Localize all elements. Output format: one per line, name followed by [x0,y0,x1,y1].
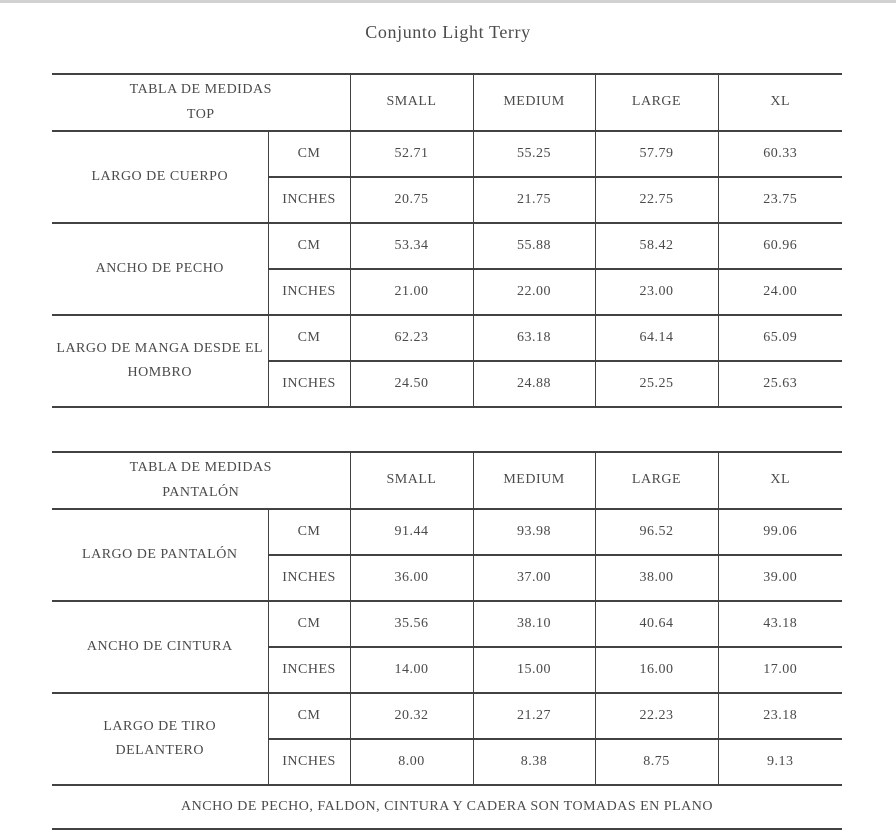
top-edge-bar [0,0,896,3]
value-cell: 22.00 [472,268,596,316]
size-col-header-small: SMALL [349,451,474,510]
value-cell: 52.71 [349,130,474,178]
value-cell: 35.56 [349,600,474,648]
value-cell: 8.75 [594,738,719,786]
table-row: LARGO DE TIRO DELANTERO CM 20.32 21.27 2… [52,692,842,786]
value-cell: 36.00 [349,554,474,602]
value-cell: 53.34 [349,222,474,270]
value-cell: 64.14 [594,314,719,362]
value-cell: 60.33 [717,130,842,178]
table-row: ANCHO DE CINTURA CM 35.56 38.10 40.64 43… [52,600,842,694]
value-cell: 40.64 [594,600,719,648]
value-cell: 23.18 [717,692,842,740]
table-row: LARGO DE CUERPO CM 52.71 55.25 57.79 60.… [52,130,842,224]
value-cell: 21.27 [472,692,596,740]
table-title-cell: TABLA DE MEDIDAS PANTALÓN [52,451,351,510]
unit-label-inches: INCHES [267,360,351,408]
table-row: INCHES 21.00 22.00 23.00 24.00 [52,268,842,316]
unit-label-inches: INCHES [267,646,351,694]
value-cell: 20.75 [349,176,474,224]
value-cell: 60.96 [717,222,842,270]
size-table-pantalon: TABLA DE MEDIDAS PANTALÓN SMALL MEDIUM L… [52,451,842,830]
value-cell: 23.00 [594,268,719,316]
table-footer-row: ANCHO DE PECHO, FALDON, CINTURA Y CADERA… [52,784,842,830]
size-col-header-medium: MEDIUM [472,73,596,132]
value-cell: 24.50 [349,360,474,408]
measure-label-largo-de-tiro: LARGO DE TIRO DELANTERO [52,692,269,786]
unit-label-inches: INCHES [267,738,351,786]
table-header-row: TABLA DE MEDIDAS PANTALÓN SMALL MEDIUM L… [52,451,842,510]
value-cell: 21.00 [349,268,474,316]
table-header-row: TABLA DE MEDIDAS TOP SMALL MEDIUM LARGE … [52,73,842,132]
table-row: INCHES 8.00 8.38 8.75 9.13 [52,738,842,786]
value-cell: 91.44 [349,508,474,556]
value-cell: 17.00 [717,646,842,694]
table-row: ANCHO DE PECHO CM 53.34 55.88 58.42 60.9… [52,222,842,316]
value-cell: 16.00 [594,646,719,694]
value-cell: 57.79 [594,130,719,178]
size-col-header-medium: MEDIUM [472,451,596,510]
value-cell: 22.23 [594,692,719,740]
size-table-top: TABLA DE MEDIDAS TOP SMALL MEDIUM LARGE … [52,73,842,408]
unit-label-cm: CM [267,222,351,270]
unit-label-cm: CM [267,508,351,556]
unit-label-inches: INCHES [267,176,351,224]
size-col-header-xl: XL [717,73,842,132]
value-cell: 24.88 [472,360,596,408]
unit-label-cm: CM [267,692,351,740]
value-cell: 99.06 [717,508,842,556]
measure-label-ancho-de-pecho: ANCHO DE PECHO [52,222,269,316]
value-cell: 38.10 [472,600,596,648]
measure-label-largo-de-manga: LARGO DE MANGA DESDE EL HOMBRO [52,314,269,408]
footer-note: ANCHO DE PECHO, FALDON, CINTURA Y CADERA… [52,784,842,830]
value-cell: 37.00 [472,554,596,602]
value-cell: 14.00 [349,646,474,694]
measure-label-largo-de-cuerpo: LARGO DE CUERPO [52,130,269,224]
measure-label-ancho-de-cintura: ANCHO DE CINTURA [52,600,269,694]
value-cell: 25.63 [717,360,842,408]
table-row: LARGO DE MANGA DESDE EL HOMBRO CM 62.23 … [52,314,842,408]
value-cell: 9.13 [717,738,842,786]
unit-label-cm: CM [267,600,351,648]
value-cell: 96.52 [594,508,719,556]
value-cell: 8.00 [349,738,474,786]
value-cell: 25.25 [594,360,719,408]
unit-label-inches: INCHES [267,268,351,316]
table-row: INCHES 24.50 24.88 25.25 25.63 [52,360,842,408]
value-cell: 93.98 [472,508,596,556]
size-col-header-small: SMALL [349,73,474,132]
value-cell: 58.42 [594,222,719,270]
value-cell: 55.25 [472,130,596,178]
table-title-cell: TABLA DE MEDIDAS TOP [52,73,351,132]
value-cell: 20.32 [349,692,474,740]
value-cell: 39.00 [717,554,842,602]
value-cell: 8.38 [472,738,596,786]
table-row: INCHES 36.00 37.00 38.00 39.00 [52,554,842,602]
value-cell: 22.75 [594,176,719,224]
unit-label-cm: CM [267,130,351,178]
value-cell: 38.00 [594,554,719,602]
value-cell: 43.18 [717,600,842,648]
value-cell: 15.00 [472,646,596,694]
unit-label-inches: INCHES [267,554,351,602]
table-row: LARGO DE PANTALÓN CM 91.44 93.98 96.52 9… [52,508,842,602]
size-col-header-xl: XL [717,451,842,510]
measure-label-largo-de-pantalon: LARGO DE PANTALÓN [52,508,269,602]
size-col-header-large: LARGE [594,73,719,132]
size-col-header-large: LARGE [594,451,719,510]
unit-label-cm: CM [267,314,351,362]
value-cell: 55.88 [472,222,596,270]
value-cell: 63.18 [472,314,596,362]
value-cell: 24.00 [717,268,842,316]
value-cell: 21.75 [472,176,596,224]
table-row: INCHES 20.75 21.75 22.75 23.75 [52,176,842,224]
table-row: INCHES 14.00 15.00 16.00 17.00 [52,646,842,694]
page-title: Conjunto Light Terry [365,22,531,42]
value-cell: 62.23 [349,314,474,362]
value-cell: 23.75 [717,176,842,224]
value-cell: 65.09 [717,314,842,362]
